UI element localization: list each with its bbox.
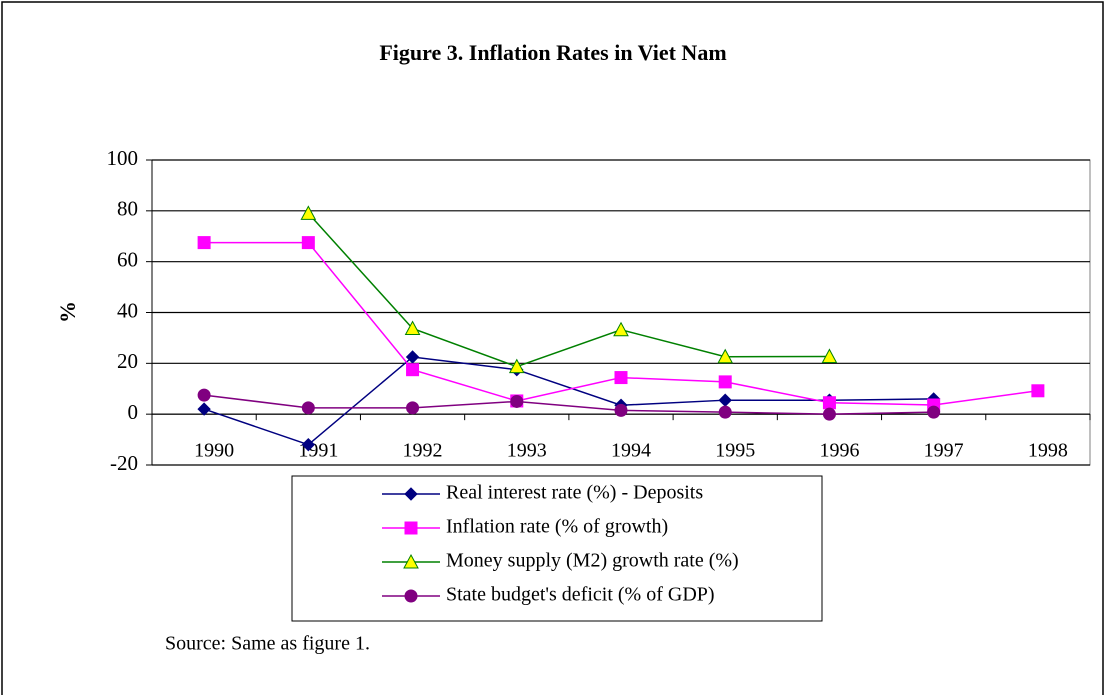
data-point bbox=[404, 320, 421, 336]
data-point bbox=[614, 371, 628, 385]
data-point bbox=[1031, 384, 1045, 398]
data-point bbox=[197, 402, 211, 416]
data-point bbox=[300, 205, 317, 220]
data-point bbox=[822, 407, 836, 421]
x-tick-label: 1996 bbox=[819, 440, 859, 462]
x-tick-label: 1994 bbox=[611, 440, 651, 462]
data-point bbox=[406, 401, 420, 415]
legend-marker bbox=[404, 521, 418, 535]
y-tick-label: 40 bbox=[117, 298, 138, 322]
data-point bbox=[301, 437, 316, 452]
x-tick-label: 1992 bbox=[403, 440, 443, 462]
x-tick-label: 1998 bbox=[1028, 440, 1068, 462]
data-point bbox=[718, 405, 732, 419]
legend-marker bbox=[404, 487, 418, 501]
y-tick-label: 100 bbox=[107, 146, 139, 170]
x-tick-label: 1997 bbox=[924, 440, 964, 462]
y-tick-label: 20 bbox=[117, 349, 138, 373]
source-note: Source: Same as figure 1. bbox=[165, 633, 370, 655]
y-tick-label: 80 bbox=[117, 197, 138, 221]
x-tick-label: 1993 bbox=[507, 440, 547, 462]
data-point bbox=[197, 236, 211, 250]
legend-label: Real interest rate (%) - Deposits bbox=[446, 482, 703, 504]
data-point bbox=[927, 405, 941, 419]
data-point bbox=[613, 321, 629, 337]
legend-marker bbox=[403, 553, 419, 569]
data-point bbox=[717, 348, 734, 364]
x-tick-label: 1990 bbox=[194, 440, 234, 462]
data-point bbox=[510, 394, 524, 408]
y-tick-label: -20 bbox=[110, 451, 138, 475]
series-line bbox=[204, 394, 934, 415]
data-point bbox=[301, 401, 315, 415]
series-line bbox=[307, 212, 830, 368]
y-tick-label: 60 bbox=[117, 247, 138, 271]
data-point bbox=[821, 348, 838, 363]
chart-title: Figure 3. Inflation Rates in Viet Nam bbox=[379, 40, 726, 65]
legend-label: Money supply (M2) growth rate (%) bbox=[446, 550, 739, 572]
legend-marker bbox=[404, 589, 418, 603]
data-point bbox=[197, 388, 211, 402]
y-tick-label: 0 bbox=[128, 400, 139, 424]
data-point bbox=[405, 350, 420, 364]
data-point bbox=[301, 236, 315, 250]
data-point bbox=[822, 396, 836, 410]
series-line bbox=[203, 356, 934, 446]
legend-label: Inflation rate (% of growth) bbox=[446, 516, 668, 538]
y-axis-label: % bbox=[55, 301, 80, 323]
legend bbox=[291, 475, 823, 622]
data-point bbox=[406, 363, 420, 377]
data-point bbox=[718, 375, 732, 389]
data-point bbox=[508, 358, 525, 374]
legend-label: State budget's deficit (% of GDP) bbox=[446, 584, 715, 606]
data-point bbox=[614, 403, 628, 417]
x-tick-label: 1995 bbox=[715, 440, 755, 462]
